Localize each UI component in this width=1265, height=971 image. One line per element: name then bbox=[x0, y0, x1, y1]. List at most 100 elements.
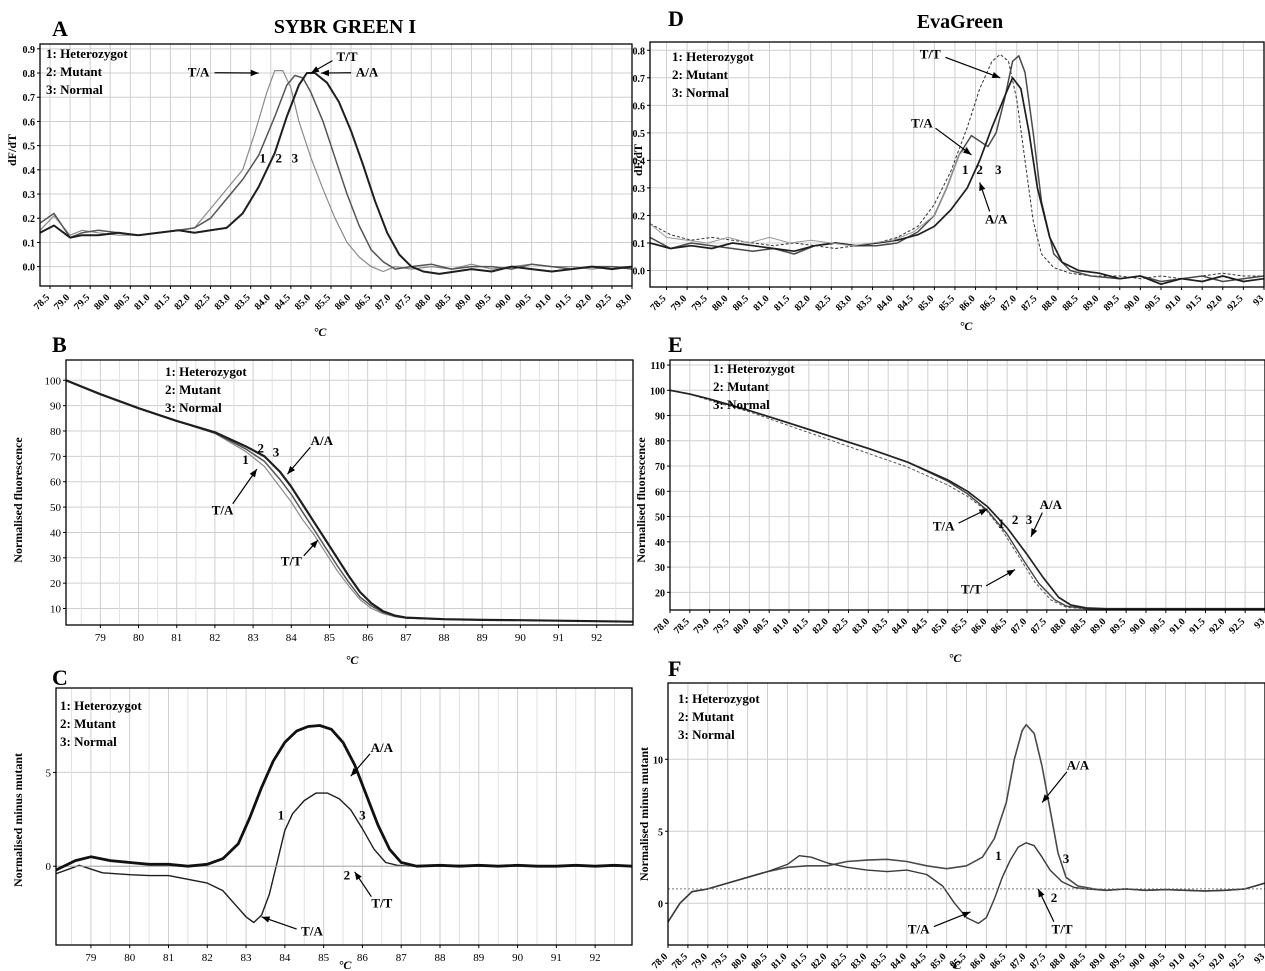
panel-label: D bbox=[668, 6, 684, 31]
x-tick-label: 86.5 bbox=[353, 292, 373, 312]
series-group bbox=[668, 723, 1265, 925]
x-tick-label: 80 bbox=[133, 632, 145, 644]
x-tick-label: 90 bbox=[512, 952, 524, 964]
y-tick-label: 30 bbox=[50, 553, 62, 565]
x-tick-label: 79 bbox=[95, 632, 107, 644]
genotype-annotation: A/A bbox=[356, 65, 379, 80]
y-tick-label: 0.8 bbox=[23, 69, 36, 80]
y-tick-label: 70 bbox=[50, 451, 62, 463]
curve-number-label: 3 bbox=[995, 162, 1002, 177]
series-line-AA bbox=[56, 724, 632, 872]
panel-label: E bbox=[668, 332, 683, 357]
plot-area bbox=[40, 44, 632, 286]
legend-entry: 3: Normal bbox=[165, 400, 222, 415]
legend-entry: 2: Mutant bbox=[678, 709, 735, 724]
x-tick-label: 92.5 bbox=[594, 292, 614, 312]
x-tick-label: 86.0 bbox=[969, 616, 989, 636]
x-tick-label: 89.5 bbox=[1108, 951, 1128, 971]
y-axis-label: dF/dT bbox=[631, 144, 645, 176]
x-tick-label: 83 bbox=[241, 952, 253, 964]
x-tick-label: 88 bbox=[439, 632, 451, 644]
x-tick-label: 90 bbox=[515, 632, 527, 644]
curve-number-label: 1 bbox=[260, 151, 267, 166]
y-tick-label: 60 bbox=[50, 477, 62, 489]
y-tick-label: 0.0 bbox=[23, 263, 36, 274]
x-tick-label: 79 bbox=[85, 952, 97, 964]
x-tick-label: 85.0 bbox=[929, 951, 949, 971]
annotation-arrow-head bbox=[350, 768, 359, 777]
y-tick-label: 10 bbox=[653, 755, 663, 766]
legend-entry: 3: Normal bbox=[60, 734, 117, 749]
annotation-arrow-head bbox=[287, 465, 296, 475]
legend-entry: 1: Heterozygot bbox=[672, 49, 754, 64]
x-tick-label: 80.0 bbox=[710, 293, 730, 313]
x-tick-label: 82.5 bbox=[829, 951, 849, 971]
x-tick-label: 86.0 bbox=[333, 292, 353, 312]
x-tick-label: 79.0 bbox=[52, 292, 72, 312]
x-tick-label: 78.0 bbox=[652, 616, 672, 636]
y-tick-label: 0.7 bbox=[23, 93, 36, 104]
x-tick-label: 86.0 bbox=[958, 293, 978, 313]
x-tick-label: 86 bbox=[357, 952, 369, 964]
y-tick-label: 0.5 bbox=[23, 142, 36, 153]
curve-number-label: 3 bbox=[1063, 851, 1070, 866]
legend-entry: 3: Normal bbox=[46, 82, 103, 97]
plot-frame bbox=[649, 41, 1265, 288]
y-tick-label: 0.3 bbox=[633, 184, 646, 195]
x-tick-label: 92.0 bbox=[574, 292, 594, 312]
annotation-arrow-head bbox=[1006, 569, 1016, 577]
x-tick-label: 88.0 bbox=[413, 292, 433, 312]
x-tick-label: 82.5 bbox=[813, 293, 833, 313]
x-tick-label: 78.5 bbox=[672, 616, 692, 636]
plot-frame bbox=[39, 43, 633, 287]
x-tick-label: 91 bbox=[551, 952, 562, 964]
x-tick-label: 92.5 bbox=[1227, 616, 1247, 636]
x-tick-label: 84 bbox=[279, 952, 291, 964]
x-tick-label: 81.0 bbox=[132, 292, 152, 312]
y-tick-label: 20 bbox=[50, 578, 62, 590]
legend-entry: 2: Mutant bbox=[165, 382, 222, 397]
x-tick-label: 82.5 bbox=[193, 292, 213, 312]
curve-number-label: 1 bbox=[995, 848, 1002, 863]
y-axis-label: Normalised minus mutant bbox=[637, 747, 651, 881]
x-axis-label: °C bbox=[339, 958, 353, 971]
genotype-annotation: T/T bbox=[1052, 921, 1073, 936]
legend-entry: 3: Normal bbox=[713, 397, 770, 412]
x-tick-label: 92.5 bbox=[1225, 293, 1245, 313]
x-tick-label: 89 bbox=[477, 632, 489, 644]
series-line-unlabelled bbox=[650, 146, 968, 247]
y-axis-label: Normalised fluorescence bbox=[634, 437, 648, 563]
x-tick-label: 92 bbox=[591, 632, 602, 644]
panel-label: B bbox=[52, 332, 67, 357]
x-tick-label: 84.0 bbox=[875, 293, 895, 313]
genotype-annotation: A/A bbox=[311, 433, 334, 448]
y-tick-label: 100 bbox=[45, 375, 62, 387]
x-tick-label: 87.0 bbox=[999, 293, 1019, 313]
x-tick-label: 87.0 bbox=[1009, 616, 1029, 636]
y-axis-label: Normalised fluorescence bbox=[11, 437, 25, 563]
x-tick-label: 87.5 bbox=[393, 292, 413, 312]
x-tick-label: 79.0 bbox=[690, 951, 710, 971]
genotype-annotation: A/A bbox=[985, 212, 1008, 227]
genotype-annotation: T/A bbox=[933, 518, 955, 533]
x-axis-label: °C bbox=[960, 319, 974, 333]
annotation-arrow-head bbox=[310, 66, 320, 74]
x-tick-label: 80.0 bbox=[731, 616, 751, 636]
x-tick-label: 90.0 bbox=[1122, 293, 1142, 313]
x-tick-label: 78.5 bbox=[670, 951, 690, 971]
x-tick-label: 86.5 bbox=[988, 951, 1008, 971]
annotation-arrow-head bbox=[991, 71, 1001, 78]
x-tick-label: 91.0 bbox=[1167, 951, 1187, 971]
y-axis-label: dF/dT bbox=[5, 134, 19, 166]
legend-entry: 3: Normal bbox=[672, 85, 729, 100]
x-tick-label: 84.5 bbox=[273, 292, 293, 312]
y-tick-label: 40 bbox=[50, 527, 62, 539]
grid bbox=[40, 44, 633, 286]
y-tick-label: 0.4 bbox=[633, 156, 646, 167]
x-tick-label: 83.5 bbox=[233, 292, 253, 312]
x-tick-label: 81.5 bbox=[152, 292, 172, 312]
curve-number-label: 3 bbox=[359, 807, 366, 822]
x-tick-label: 79.0 bbox=[692, 616, 712, 636]
legend-entry: 3: Normal bbox=[678, 727, 735, 742]
x-tick-label: 79.5 bbox=[710, 951, 730, 971]
